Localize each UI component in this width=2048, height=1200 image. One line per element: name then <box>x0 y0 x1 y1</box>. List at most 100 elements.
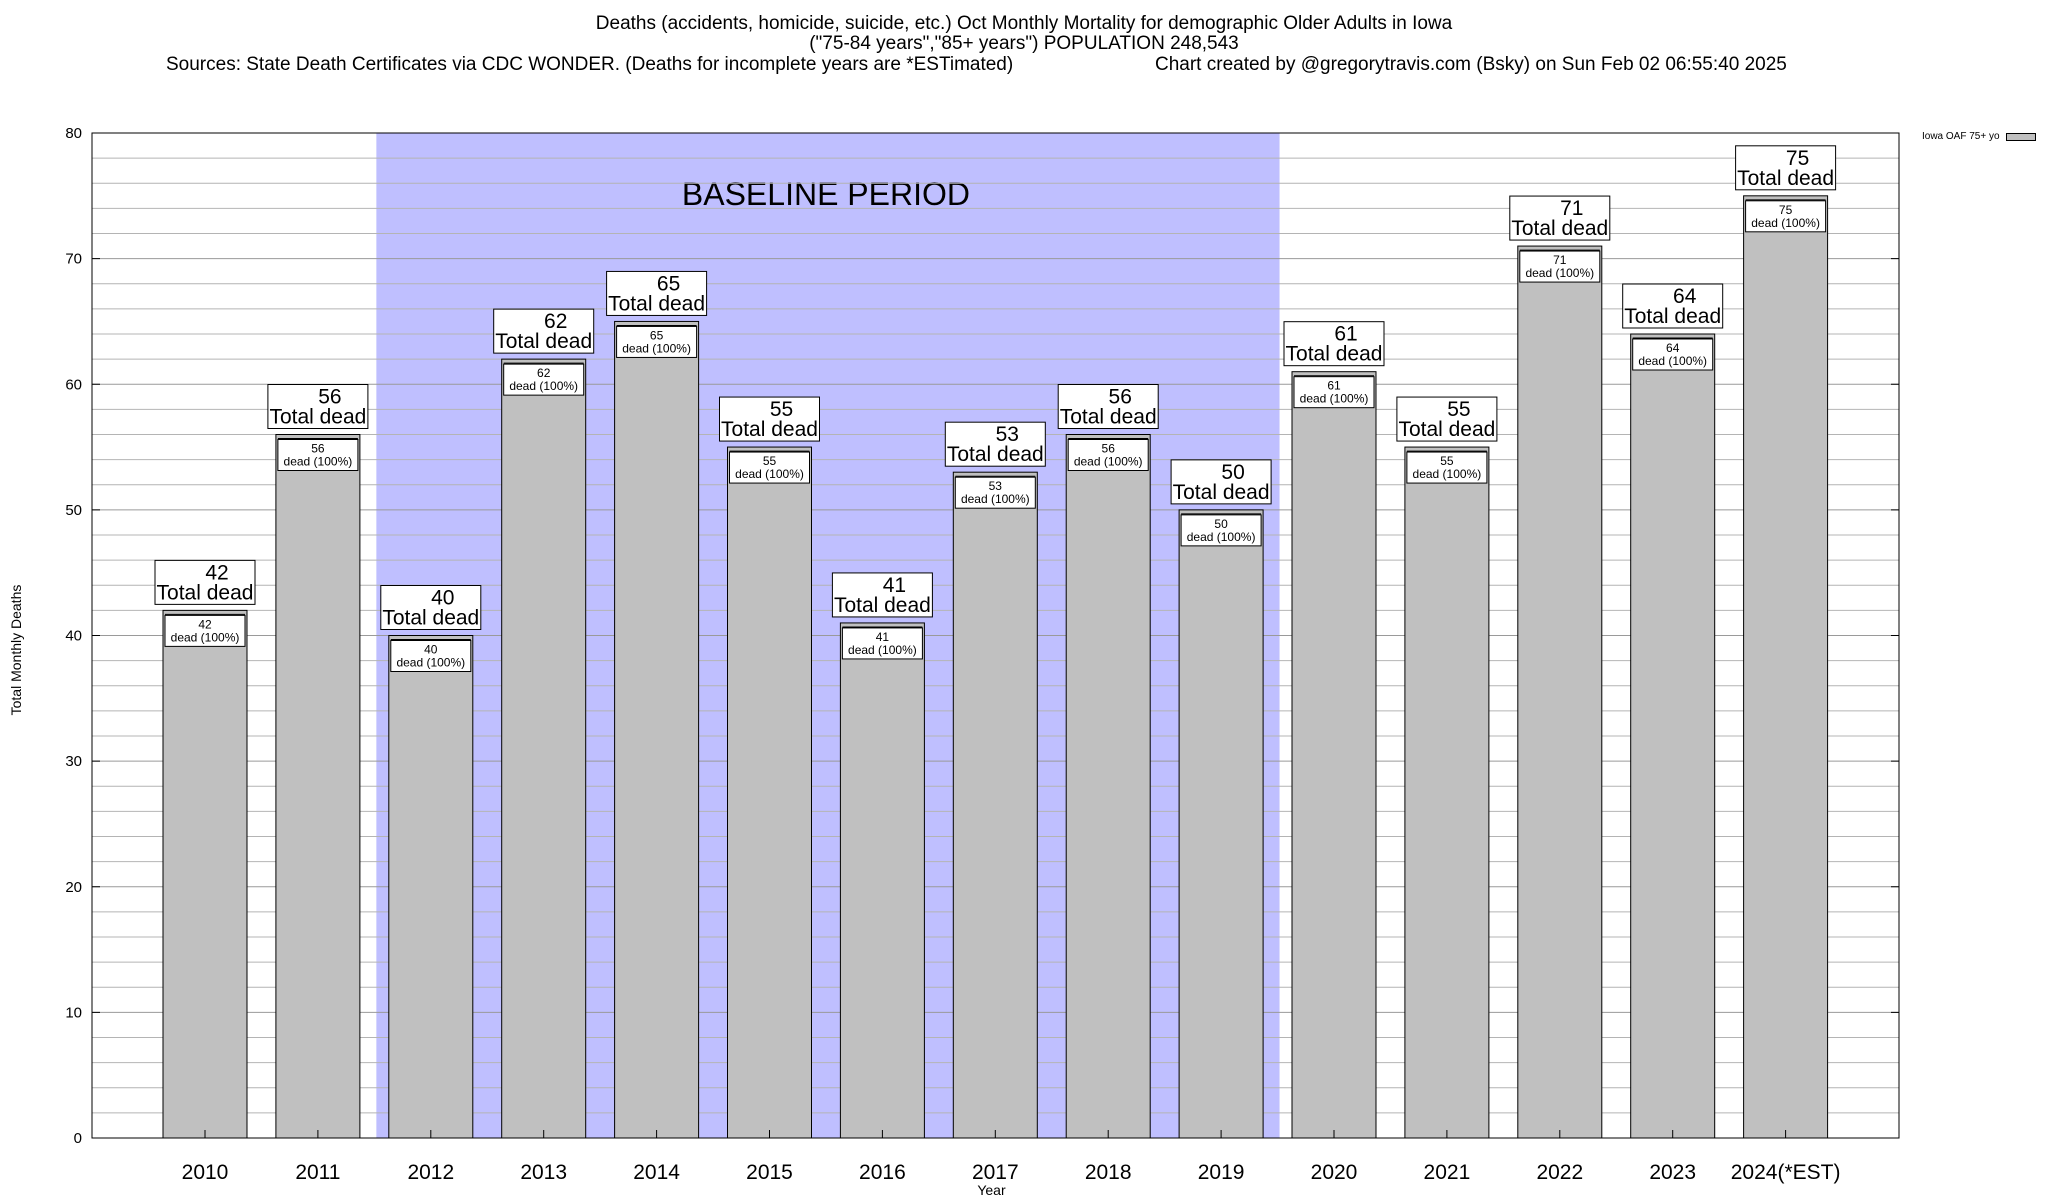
bar-total-label-box <box>1170 459 1272 505</box>
bar-inner-percent-label: dead (100%) <box>1074 455 1143 469</box>
bar <box>1065 434 1151 1139</box>
bar-total-value-label: 40 <box>431 587 454 610</box>
bar-inner-label-box <box>729 451 810 484</box>
x-tick-label: 2023 <box>1649 1161 1696 1184</box>
bar-total-value-label: 56 <box>318 386 341 409</box>
legend: Iowa OAF 75+ yo <box>1922 131 2036 142</box>
bar-inner-percent-label: dead (100%) <box>396 656 465 670</box>
bar-inner-value-label: 56 <box>1102 442 1116 456</box>
bar-inner-value-label: 55 <box>1440 454 1454 468</box>
bar-inner-value-label: 50 <box>1214 517 1228 531</box>
bar-total-text-label: Total dead <box>721 418 818 441</box>
bar-total-value-label: 55 <box>1447 398 1470 421</box>
bar-total-text-label: Total dead <box>1737 167 1834 190</box>
bar-inner-value-label: 64 <box>1666 341 1680 355</box>
y-tick-label: 50 <box>65 502 82 519</box>
bar-total-value-label: 64 <box>1673 285 1697 308</box>
bar-inner-label-box <box>1067 439 1149 471</box>
bar-total-label-box <box>606 270 708 316</box>
bar <box>727 446 812 1139</box>
bar-inner-percent-label: dead (100%) <box>961 492 1030 506</box>
bar-inner-percent-label: dead (100%) <box>848 643 917 657</box>
bar-total-label-box <box>1509 195 1611 241</box>
bar-inner-label-box <box>1293 376 1375 409</box>
y-tick-label: 20 <box>65 879 82 896</box>
bar-inner-label-box <box>841 627 923 660</box>
bar-total-label-box <box>719 396 820 442</box>
chart-credit: Chart created by @gregorytravis.com (Bsk… <box>1155 54 1787 75</box>
bar-total-text-label: Total dead <box>947 443 1044 466</box>
y-tick-label: 60 <box>65 376 82 393</box>
x-axis-label: Year <box>977 1182 1006 1198</box>
x-tick-label: 2018 <box>1085 1161 1132 1184</box>
chart-sources: Sources: State Death Certificates via CD… <box>166 54 1014 75</box>
x-tick-label: 2010 <box>182 1161 229 1184</box>
bar-inner-label-box <box>1745 200 1827 233</box>
bar-inner-value-label: 71 <box>1553 253 1567 267</box>
bar-total-text-label: Total dead <box>1286 343 1383 366</box>
bar-total-value-label: 75 <box>1786 147 1809 170</box>
x-tick-label: 2015 <box>746 1161 793 1184</box>
bar-total-value-label: 42 <box>205 561 228 584</box>
x-tick-label: 2020 <box>1311 1161 1358 1184</box>
bar-total-text-label: Total dead <box>1060 406 1157 429</box>
bar-inner-label-box <box>277 439 359 471</box>
bar-inner-percent-label: dead (100%) <box>284 455 353 469</box>
bar <box>1178 509 1264 1139</box>
bar-inner-label-box <box>1632 338 1714 371</box>
bar-inner-value-label: 75 <box>1779 203 1793 217</box>
bar <box>1630 333 1716 1139</box>
x-tick-label: 2013 <box>520 1161 567 1184</box>
bar-inner-value-label: 53 <box>989 479 1003 493</box>
y-tick-label: 30 <box>65 753 82 770</box>
baseline-region-label: BASELINE PERIOD <box>682 176 970 212</box>
x-tick-label: 2016 <box>859 1161 906 1184</box>
bar <box>1404 446 1490 1139</box>
bar <box>388 635 474 1139</box>
bar-inner-percent-label: dead (100%) <box>1413 467 1482 481</box>
bar-inner-percent-label: dead (100%) <box>509 379 578 393</box>
bar-total-label-box <box>1622 283 1724 329</box>
bar-total-label-box <box>1283 321 1385 367</box>
legend-swatch <box>2005 132 2036 141</box>
bar-inner-percent-label: dead (100%) <box>1638 354 1707 368</box>
x-tick-label: 2019 <box>1198 1161 1245 1184</box>
bar-inner-label-box <box>390 640 472 672</box>
bar-total-value-label: 56 <box>1109 386 1132 409</box>
bar <box>1743 195 1829 1139</box>
bar-total-text-label: Total dead <box>1624 305 1721 328</box>
bar-total-value-label: 62 <box>544 310 567 333</box>
bar-total-value-label: 53 <box>996 423 1019 446</box>
y-axis-label: Total Monthly Deaths <box>8 584 24 716</box>
bar-total-label-box <box>944 421 1046 467</box>
bar <box>1291 371 1377 1139</box>
bar-inner-label-box <box>1180 514 1262 547</box>
x-tick-label: 2022 <box>1536 1161 1583 1184</box>
y-tick-label: 10 <box>65 1004 82 1021</box>
bar-inner-label-box <box>1406 451 1488 484</box>
y-tick-label: 80 <box>65 125 82 142</box>
bar-total-label-box <box>154 559 256 605</box>
bar-total-text-label: Total dead <box>495 330 592 353</box>
plot-border <box>91 132 1900 1139</box>
bar <box>952 471 1038 1139</box>
bar-inner-value-label: 56 <box>311 442 325 456</box>
bar-inner-value-label: 55 <box>763 454 777 468</box>
bar-inner-label-box <box>1519 250 1601 283</box>
bar <box>614 320 700 1139</box>
bar <box>162 609 248 1139</box>
bar-total-value-label: 71 <box>1560 197 1583 220</box>
bar-total-text-label: Total dead <box>834 594 931 617</box>
x-tick-label: 2017 <box>972 1161 1019 1184</box>
bar-total-text-label: Total dead <box>608 292 705 315</box>
bar <box>501 358 587 1139</box>
bar-total-value-label: 65 <box>657 272 680 295</box>
x-tick-label: 2021 <box>1424 1161 1471 1184</box>
bar-inner-percent-label: dead (100%) <box>622 341 691 355</box>
bar-inner-label-box <box>954 476 1036 509</box>
bar-inner-label-box <box>616 325 698 358</box>
bar-inner-label-box <box>503 363 585 396</box>
bar-total-text-label: Total dead <box>269 406 366 429</box>
bar-inner-percent-label: dead (100%) <box>1187 530 1256 544</box>
